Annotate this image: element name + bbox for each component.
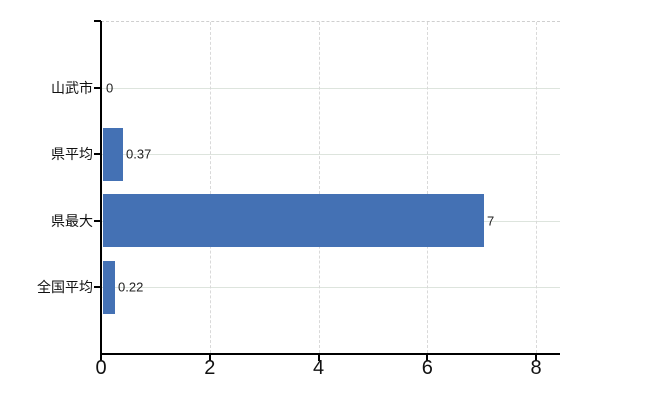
y-axis-tick: [94, 20, 101, 22]
horizontal-gridline: [102, 87, 560, 89]
x-axis-tick-label: 8: [530, 357, 542, 379]
vertical-gridline: [536, 22, 538, 353]
y-axis-tick: [94, 286, 101, 289]
y-axis-tick: [94, 219, 101, 222]
x-axis-tick-label: 0: [95, 357, 107, 379]
x-axis-tick: [100, 355, 102, 361]
x-axis-tick-label: 4: [312, 357, 325, 379]
bar-value-label: 0: [106, 80, 114, 96]
vertical-gridline: [318, 22, 320, 353]
y-axis-tick: [94, 153, 101, 156]
bar-value-label: 7: [487, 213, 495, 229]
category-label: 全国平均: [37, 279, 93, 296]
y-axis-tick: [94, 86, 101, 89]
x-axis-tick-label: 2: [204, 357, 216, 379]
bar: [103, 128, 123, 181]
category-label: 県平均: [51, 146, 93, 163]
bar: [103, 261, 115, 314]
x-axis-tick: [208, 355, 211, 361]
vertical-gridline: [209, 22, 211, 353]
x-axis-tick-label: 6: [421, 357, 433, 379]
x-axis-tick: [317, 355, 320, 361]
vertical-gridline: [427, 22, 429, 353]
plot-top-border: [101, 21, 560, 22]
bar-value-label: 0.37: [126, 146, 152, 162]
y-axis: [100, 21, 102, 355]
x-axis-tick: [535, 355, 538, 361]
bar: [103, 194, 484, 247]
horizontal-gridline: [102, 287, 560, 289]
bar-value-label: 0.22: [118, 279, 144, 295]
x-axis-tick: [426, 355, 429, 361]
category-label: 県最大: [51, 212, 93, 229]
x-axis: [100, 353, 560, 355]
category-label: 山武市: [51, 79, 93, 96]
horizontal-gridline: [102, 154, 560, 156]
